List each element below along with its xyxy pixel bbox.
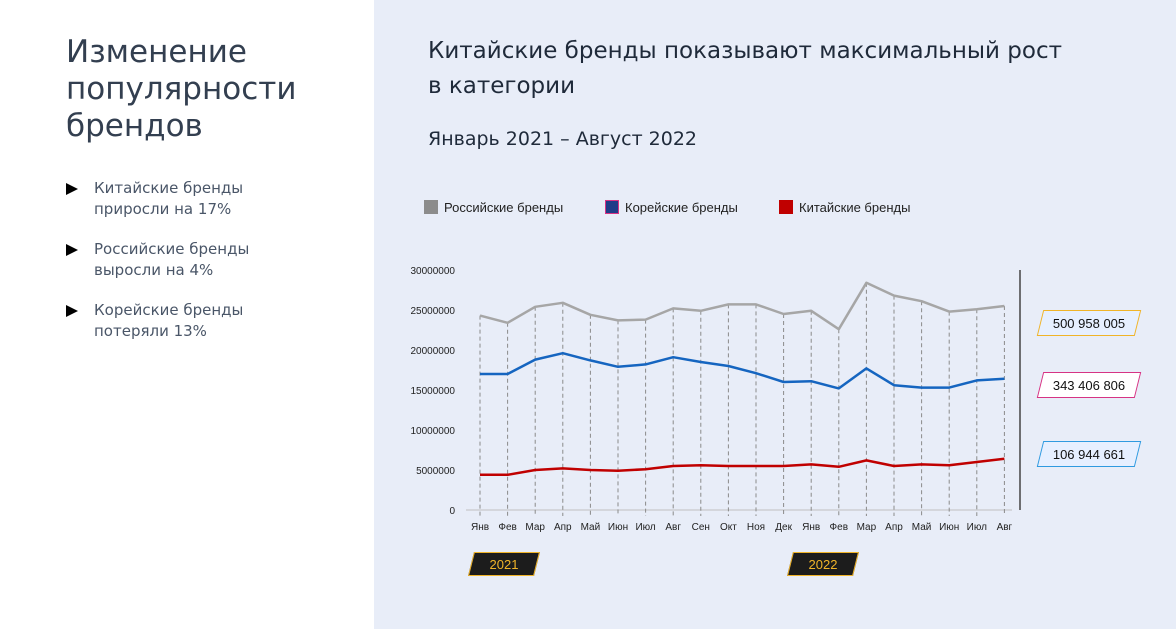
triangle-bullet-icon [66,183,78,195]
legend-swatch [424,200,438,214]
bullet-item: Корейские бренды потеряли 13% [66,300,366,342]
total-russian: 500 958 005 [1036,310,1142,336]
legend-label: Российские бренды [444,199,564,215]
y-tick-label: 25000000 [411,306,456,317]
bullet-list: Китайские бренды приросли на 17% Российс… [66,178,366,361]
x-tick-label: Мар [857,522,877,533]
y-tick-label: 5000000 [416,466,455,477]
y-tick-label: 30000000 [411,266,456,277]
x-tick-label: Сен [692,522,710,533]
y-tick-label: 15000000 [411,386,456,397]
x-tick-label: Июл [635,522,655,533]
x-tick-label: Авг [665,522,681,533]
legend-swatch [779,200,793,214]
x-tick-label: Фев [830,522,848,533]
total-chinese: 106 944 661 [1036,441,1142,467]
x-tick-label: Янв [471,522,489,533]
series-line [479,281,1005,331]
page-heading: Изменение популярности брендов [66,34,297,144]
triangle-bullet-icon [66,244,78,256]
legend-item-korean: Корейские бренды [605,197,738,217]
x-tick-label: Апр [885,522,903,533]
year-badge-2022: 2022 [787,552,859,576]
x-tick-label: Янв [802,522,820,533]
x-tick-label: Фев [498,522,516,533]
legend-swatch [605,200,619,214]
x-tick-label: Мар [525,522,545,533]
x-tick-label: Июл [967,522,987,533]
x-tick-label: Апр [554,522,572,533]
series-line [480,351,1005,390]
y-tick-label: 10000000 [411,426,456,437]
legend-label: Корейские бренды [625,199,738,215]
x-tick-label: Май [912,522,932,533]
x-tick-label: Ноя [747,522,765,533]
total-korean: 343 406 806 [1036,372,1142,398]
y-tick-label: 20000000 [411,346,456,357]
legend-item-chinese: Китайские бренды [779,197,910,217]
left-panel: Изменение популярности брендов Китайские… [0,0,374,629]
chart-subtitle: Январь 2021 – Август 2022 [428,128,698,150]
legend-item-russian: Российские бренды [424,197,563,217]
year-badge-2021: 2021 [468,552,540,576]
line-chart: 30000000 25000000 20000000 15000000 10000000… [411,266,1021,533]
chart-title: Китайские бренды показывают максимальный… [428,38,1063,99]
x-tick-label: Окт [720,522,737,533]
x-tick-label: Дек [775,522,792,533]
x-tick-label: Май [581,522,601,533]
bullet-item: Российские бренды выросли на 4% [66,239,366,281]
triangle-bullet-icon [66,305,78,317]
series-line [480,457,1005,477]
x-tick-label: Июн [939,522,959,533]
legend-label: Китайские бренды [799,199,911,215]
bullet-item: Китайские бренды приросли на 17% [66,178,366,220]
x-tick-label: Авг [997,522,1013,533]
y-tick-label: 0 [449,506,455,517]
x-tick-label: Июн [608,522,628,533]
